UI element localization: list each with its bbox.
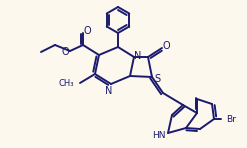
Text: N: N bbox=[105, 86, 113, 96]
Text: O: O bbox=[61, 47, 69, 57]
Text: O: O bbox=[162, 41, 170, 51]
Text: O: O bbox=[83, 26, 91, 36]
Text: CH₃: CH₃ bbox=[59, 78, 74, 87]
Text: S: S bbox=[154, 74, 160, 84]
Text: Br: Br bbox=[226, 115, 236, 123]
Text: N: N bbox=[134, 51, 142, 61]
Text: HN: HN bbox=[152, 132, 166, 140]
